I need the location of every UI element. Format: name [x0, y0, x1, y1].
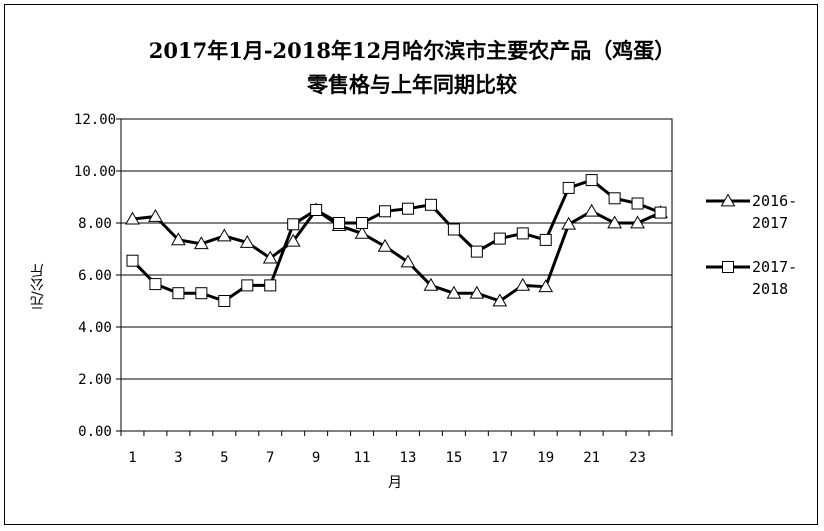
- x-tick-label: 9: [312, 450, 320, 466]
- series-2-point: [287, 218, 300, 231]
- x-tick-label: 7: [266, 450, 274, 466]
- series-1-point: [193, 236, 209, 250]
- series-1-point: [171, 232, 186, 246]
- series-1-point: [515, 277, 531, 291]
- x-tick-label: 21: [583, 450, 600, 466]
- x-tick-label: 13: [400, 450, 417, 466]
- series-1-point: [561, 216, 577, 230]
- series-1-point: [446, 285, 462, 299]
- x-tick-label: 3: [174, 450, 182, 466]
- legend-marker-series-1: [720, 193, 736, 207]
- x-tick-label: 11: [354, 450, 371, 466]
- series-2-point: [654, 206, 667, 219]
- series-2-point: [333, 217, 346, 229]
- series-1-line: [132, 207, 662, 303]
- series-2-point: [424, 198, 437, 211]
- x-tick-label: 1: [128, 450, 136, 466]
- series-1-point: [492, 293, 508, 307]
- series-1-point: [607, 215, 622, 229]
- y-tick-label: 0.00: [78, 424, 112, 440]
- series-2-point: [379, 205, 392, 218]
- series-2-point: [310, 204, 323, 216]
- x-tick-label: 23: [629, 450, 646, 466]
- series-group: [125, 174, 668, 307]
- y-tick-label: 6.00: [78, 268, 112, 284]
- series-2-point: [516, 227, 529, 240]
- grid-lines: [121, 170, 672, 380]
- y-tick-label: 12.00: [74, 112, 116, 128]
- series-1-point: [239, 234, 255, 248]
- chart-subtitle: 零售格与上年同期比较: [307, 72, 517, 97]
- legend-label-series-1-line2: 2017: [752, 214, 789, 232]
- axes: [116, 118, 673, 436]
- series-1-point: [377, 238, 393, 252]
- y-tick-label: 2.00: [78, 372, 112, 388]
- series-1-point: [262, 250, 278, 264]
- legend-label-series-2: 2017- 2018: [752, 256, 812, 300]
- series-1-point: [285, 233, 301, 247]
- series-1-point: [538, 279, 554, 293]
- series-1-point: [148, 208, 163, 222]
- legend-label-series-2-line2: 2018: [752, 280, 789, 298]
- series-2-point: [241, 279, 254, 292]
- series-1-point: [354, 225, 370, 239]
- legend-label-series-2-line1: 2017-: [752, 258, 798, 276]
- series-2-point: [470, 245, 483, 258]
- legend: [706, 193, 750, 273]
- series-2-point: [401, 202, 414, 215]
- series-2-point: [608, 192, 621, 205]
- series-2-point: [562, 181, 575, 194]
- x-axis-label: 月: [388, 475, 402, 491]
- series-1-point: [216, 228, 232, 242]
- series-2-point: [195, 287, 208, 300]
- series-1-point: [125, 211, 140, 225]
- legend-label-series-1-line1: 2016-: [752, 192, 798, 210]
- legend-label-series-1: 2016- 2017: [752, 190, 812, 234]
- x-tick-labels: 1 3 5 7 9 11 13 15 17 19 21 23: [128, 450, 646, 466]
- y-tick-label: 4.00: [78, 320, 112, 336]
- x-tick-label: 19: [537, 450, 554, 466]
- series-1-point: [469, 285, 485, 299]
- series-2-point: [356, 217, 369, 229]
- series-1-point: [400, 254, 416, 268]
- x-tick-label: 5: [220, 450, 228, 466]
- series-2-point: [493, 232, 506, 245]
- y-tick-label: 10.00: [74, 164, 116, 180]
- y-tick-labels: 0.00 2.00 4.00 6.00 8.00 10.00 12.00: [74, 112, 116, 440]
- series-2-point: [585, 174, 598, 187]
- chart-title: 2017年1月-2018年12月哈尔滨市主要农产品（鸡蛋）: [148, 38, 676, 63]
- y-tick-label: 8.00: [78, 216, 112, 232]
- series-2-point: [218, 295, 231, 307]
- series-2-point: [539, 233, 552, 246]
- series-2-point: [447, 223, 460, 236]
- series-1-point: [423, 277, 439, 291]
- series-2-point: [126, 254, 139, 267]
- series-2-point: [631, 197, 644, 210]
- series-2-point: [149, 278, 162, 291]
- series-1-point: [584, 203, 600, 217]
- y-axis-label: 元/公斤: [30, 263, 46, 311]
- x-tick-label: 17: [491, 450, 508, 466]
- series-2-point: [264, 279, 277, 292]
- series-1-point: [630, 215, 645, 229]
- x-tick-label: 15: [445, 450, 462, 466]
- legend-marker-series-2: [722, 261, 734, 273]
- series-2-point: [172, 287, 185, 300]
